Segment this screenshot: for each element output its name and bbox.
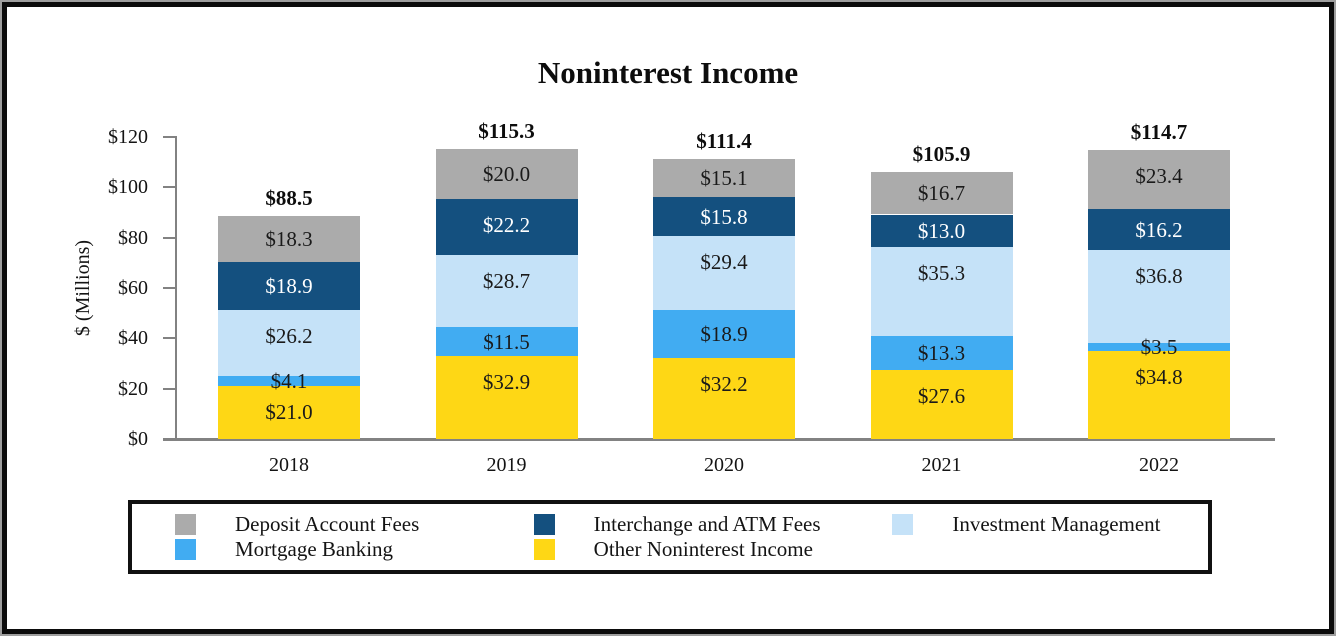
legend: Deposit Account Fees Interchange and ATM … [128,500,1212,574]
legend-swatch [175,514,196,535]
bar-segment [870,172,1013,215]
legend-label: Other Noninterest Income [593,537,813,561]
bar-segment [218,375,360,387]
y-axis-tick-label: $20 [118,377,148,400]
legend-swatch [533,514,555,535]
bar-total-label: $105.9 [912,142,971,167]
bar-segment [218,386,360,439]
bar-segment [218,216,360,263]
bar-segment [218,262,360,310]
y-axis-tick [163,286,177,289]
x-axis-line [163,438,1275,441]
bar-segment [1088,209,1230,250]
bar-total-label: $115.3 [478,118,535,143]
legend-label: Interchange and ATM Fees [593,512,821,536]
bar-total-label: $114.7 [1130,120,1188,145]
y-axis-tick [163,387,177,390]
legend-item: Investment Management [849,512,1208,536]
x-axis-tick-label: 2021 [921,454,962,476]
y-axis-tick [163,438,177,440]
bar-total-label: $111.4 [696,128,752,153]
bar-segment [653,196,795,237]
y-axis-tick [163,337,177,340]
x-axis-tick-label: 2020 [704,454,744,476]
bar-segment [1088,351,1230,439]
x-axis-tick-label: 2022 [1139,454,1179,476]
legend-item: Mortgage Banking [132,537,491,561]
legend-swatch [175,539,196,560]
y-axis-tick [163,236,177,239]
bar-segment [218,309,360,376]
bar-segment [870,336,1013,370]
bar-segment [435,327,578,357]
legend-label: Deposit Account Fees [235,512,420,536]
bar-segment [435,255,578,328]
x-axis-tick-label: 2019 [486,454,527,476]
legend-item: Interchange and ATM Fees [491,512,850,536]
y-axis-tick-label: $40 [118,327,148,350]
legend-item: Other Noninterest Income [491,537,850,561]
bar-segment [435,199,578,256]
bar-total-label: $88.5 [265,186,313,211]
legend-swatch [892,514,914,535]
legend-label: Investment Management [952,512,1161,536]
bar-segment [435,148,578,200]
bar-segment [870,214,1013,248]
y-axis-tick-label: $80 [118,226,148,249]
y-axis-tick-label: $60 [118,276,148,299]
bar-segment [653,236,795,311]
bar-segment [653,158,795,197]
legend-item: Deposit Account Fees [132,512,491,536]
y-axis-tick-label: $100 [108,176,148,199]
chart-title: Noninterest Income [537,55,799,90]
y-axis-tick-label: $0 [128,428,148,450]
bar-segment [653,357,795,439]
y-axis-tick-label: $120 [108,125,148,148]
bar-segment [1088,249,1230,343]
legend-label: Mortgage Banking [235,537,394,561]
bar-segment [870,369,1013,439]
bar-segment [1088,342,1230,352]
bar-segment [870,247,1013,337]
bar-segment [1088,150,1230,210]
y-axis-tick [163,186,177,189]
legend-swatch [533,539,555,560]
x-axis-tick-label: 2018 [269,454,309,476]
y-axis-tick [163,135,177,138]
bar-segment [653,310,795,358]
bar-segment [435,356,578,439]
